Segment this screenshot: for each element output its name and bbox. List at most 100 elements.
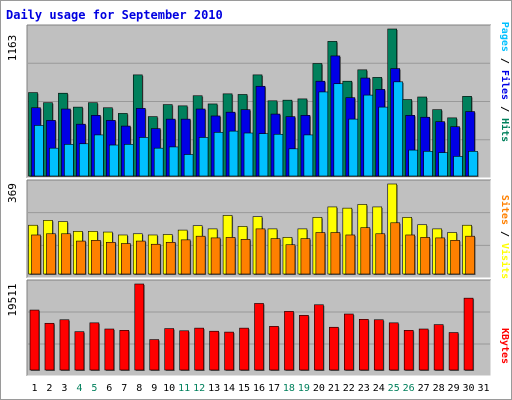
pages-bar [138,137,149,177]
pages-bar [64,144,74,177]
sites-bar [330,232,341,275]
day-label: 15 [238,383,250,394]
sites-bar [255,228,266,275]
pages-bar [393,81,404,177]
pages-bar [168,146,179,177]
kbytes-bar [119,330,130,371]
chart-title: Daily usage for September 2010 [6,8,223,22]
pages-bar [423,151,433,177]
sites-bar [360,227,371,275]
sites-bar [300,238,311,275]
day-label: 28 [433,383,445,394]
sites-bar [180,239,191,275]
day-label: 10 [163,383,175,394]
legend-sites: Sites [499,195,511,225]
kbytes-bar [239,327,249,371]
day-label: 25 [388,383,400,394]
day-label: 6 [106,383,112,394]
day-label: 22 [343,383,355,394]
kbytes-bar [179,330,189,371]
sites-bar [345,234,356,275]
pages-bar [273,133,284,177]
sites-bar [375,233,386,275]
legend-pages: Pages [499,22,510,52]
legend-sites-visits: Sites / Visits [499,195,511,279]
pages-bar [408,149,418,177]
kbytes-bar [254,303,264,371]
kbytes-bar [284,311,294,371]
kbytes-bar [104,328,115,371]
sites-bar [390,222,401,275]
pages-bar [34,125,44,177]
day-label: 14 [223,383,235,394]
day-label: 12 [193,383,205,394]
kbytes-bar [194,327,204,371]
pages-bar [49,147,59,177]
kbytes-bar [358,319,369,371]
sites-bar [61,233,71,275]
visits-sites-panel [26,179,492,279]
sites-bar [135,240,146,275]
sites-bar [315,232,326,275]
sites-bar [165,241,176,275]
sites-bar [210,237,221,275]
sites-bar [285,244,296,275]
pages-bar [303,134,314,177]
sites-bar [450,240,460,275]
hits-max-label: 1163 [6,35,19,62]
day-label: 27 [418,383,430,394]
hits-files-pages-panel [26,24,492,179]
day-label: 1 [31,383,37,394]
sites-bar [270,238,281,275]
pages-bar [124,144,134,177]
day-label: 30 [463,383,475,394]
day-label: 16 [253,383,265,394]
kbytes-bar [403,330,414,371]
pages-bar [438,152,448,177]
pages-bar [198,137,209,177]
legend-files: Files [499,70,511,100]
pages-bar [288,148,299,177]
day-label: 17 [268,383,280,394]
day-label: 4 [76,383,82,394]
kbytes-bar [418,328,429,371]
sites-bar [76,240,86,275]
day-label: 8 [136,383,142,394]
kbytes-bar [29,309,40,371]
sites-bar [420,237,430,275]
kbytes-bar [164,328,175,371]
kbytes-bar [59,319,70,371]
legend-visits: Visits [499,243,511,279]
pages-bar [243,132,254,177]
kbytes-bar [329,326,339,371]
day-label: 26 [403,383,415,394]
sites-bar [195,235,206,275]
sites-bar [405,234,415,275]
sites-bar [46,233,56,275]
sites-bar [150,243,161,275]
day-label: 29 [448,383,460,394]
kbytes-bar [344,313,354,371]
day-label: 20 [313,383,325,394]
day-label: 13 [208,383,220,394]
day-label: 23 [358,383,370,394]
pages-bar [348,118,359,177]
sites-bar [225,237,236,275]
sites-bar [435,237,445,275]
sites-bar [91,240,101,275]
day-label: 18 [283,383,295,394]
day-label: 7 [121,383,127,394]
sites-bar [31,234,41,275]
sites-bar [121,243,131,275]
day-label: 21 [328,383,340,394]
kbytes-bar [269,326,279,371]
legend-sep-3: / [499,225,510,243]
kbytes-bar [314,304,324,371]
day-labels: 1 2 3 4 5 6 7 8 9 10 11 12 13 14 15 16 17 18 19 20 21 22 23 24 2… [31,383,489,394]
day-label: 3 [61,383,67,394]
pages-bar [333,83,344,177]
day-label: 11 [178,383,190,394]
kbytes-bar [74,331,85,371]
